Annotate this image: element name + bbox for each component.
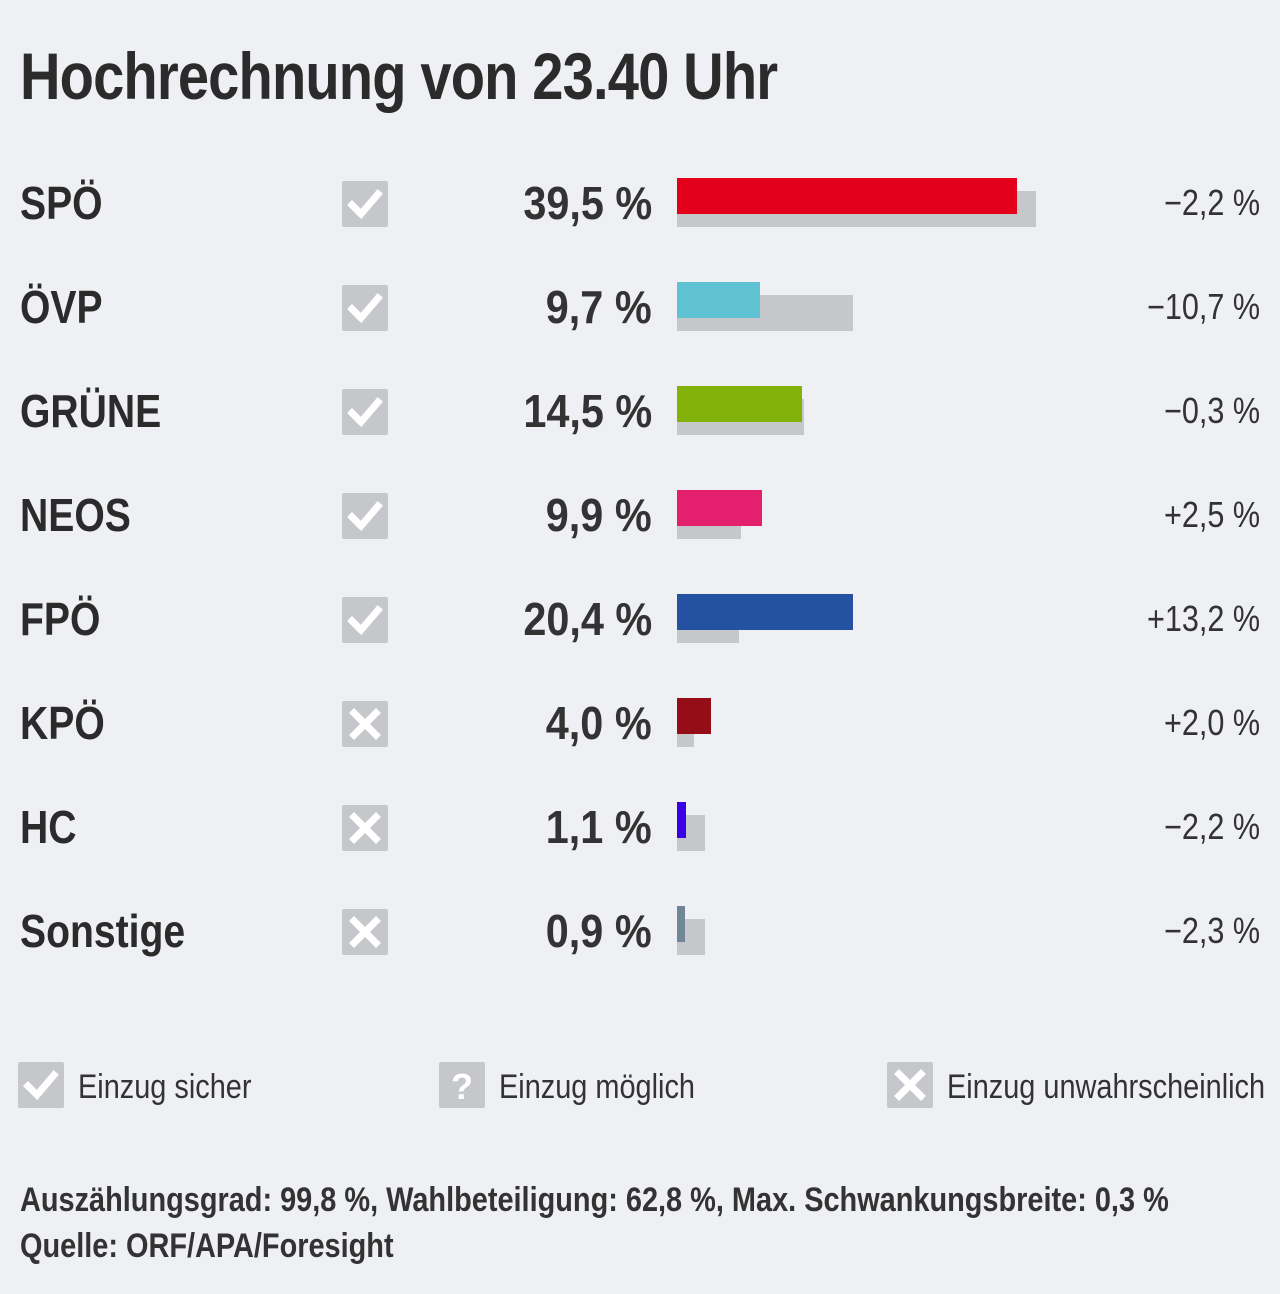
bar-area [677,255,1137,359]
party-name: SPÖ [20,177,103,229]
party-name: KPÖ [20,697,105,749]
party-row: FPÖ 20,4 % +13,2 % [0,567,1280,671]
party-name: GRÜNE [20,385,162,437]
current-result-bar [677,906,685,942]
party-name: Sonstige [20,905,186,957]
party-row: Sonstige 0,9 % −2,3 % [0,879,1280,983]
question-icon: ? [439,1062,485,1108]
cross-icon [887,1062,933,1108]
bar-area [677,567,1137,671]
party-row: HC 1,1 % −2,2 % [0,775,1280,879]
value-label: 9,7 % [546,281,652,333]
party-name: HC [20,801,77,853]
change-label: −0,3 % [1163,390,1260,431]
party-name: ÖVP [20,281,103,333]
value-label: 1,1 % [546,801,652,853]
check-icon [342,181,388,227]
chart-title: Hochrechnung von 23.40 Uhr [20,39,778,113]
change-label: −2,2 % [1163,182,1260,223]
change-label: −2,3 % [1163,910,1260,951]
current-result-bar [677,698,712,734]
svg-text:?: ? [451,1066,473,1107]
party-row: ÖVP 9,7 % −10,7 % [0,255,1280,359]
change-label: −2,2 % [1163,806,1260,847]
bar-area [677,463,1137,567]
check-icon [18,1062,64,1108]
cross-icon [342,701,388,747]
party-row: SPÖ 39,5 % −2,2 % [0,151,1280,255]
cross-icon [342,909,388,955]
cross-icon [342,805,388,851]
change-label: −10,7 % [1146,286,1260,327]
current-result-bar [677,386,802,422]
party-row: NEOS 9,9 % +2,5 % [0,463,1280,567]
check-icon [342,285,388,331]
footer-stats: Auszählungsgrad: 99,8 %, Wahlbeteiligung… [20,1181,1169,1219]
current-result-bar [677,802,687,838]
current-result-bar [677,282,761,318]
value-label: 9,9 % [546,489,652,541]
bar-area [677,359,1137,463]
change-label: +13,2 % [1146,598,1260,639]
value-label: 0,9 % [546,905,652,957]
bar-area [677,151,1137,255]
value-label: 4,0 % [546,697,652,749]
change-label: +2,5 % [1163,494,1260,535]
change-label: +2,0 % [1163,702,1260,743]
value-label: 20,4 % [523,593,652,645]
current-result-bar [677,490,763,526]
party-row: GRÜNE 14,5 % −0,3 % [0,359,1280,463]
value-label: 14,5 % [523,385,652,437]
current-result-bar [677,594,853,630]
party-name: NEOS [20,489,131,541]
check-icon [342,493,388,539]
footer-source: Quelle: ORF/APA/Foresight [20,1227,394,1265]
party-name: FPÖ [20,593,101,645]
current-result-bar [677,178,1017,214]
party-row: KPÖ 4,0 % +2,0 % [0,671,1280,775]
bar-area [677,775,1137,879]
check-icon [342,597,388,643]
bar-area [677,671,1137,775]
bar-area [677,879,1137,983]
check-icon [342,389,388,435]
legend-label: Einzug sicher [78,1068,252,1106]
legend-label: Einzug möglich [499,1068,695,1106]
legend-label: Einzug unwahrscheinlich [947,1068,1266,1106]
value-label: 39,5 % [523,177,652,229]
